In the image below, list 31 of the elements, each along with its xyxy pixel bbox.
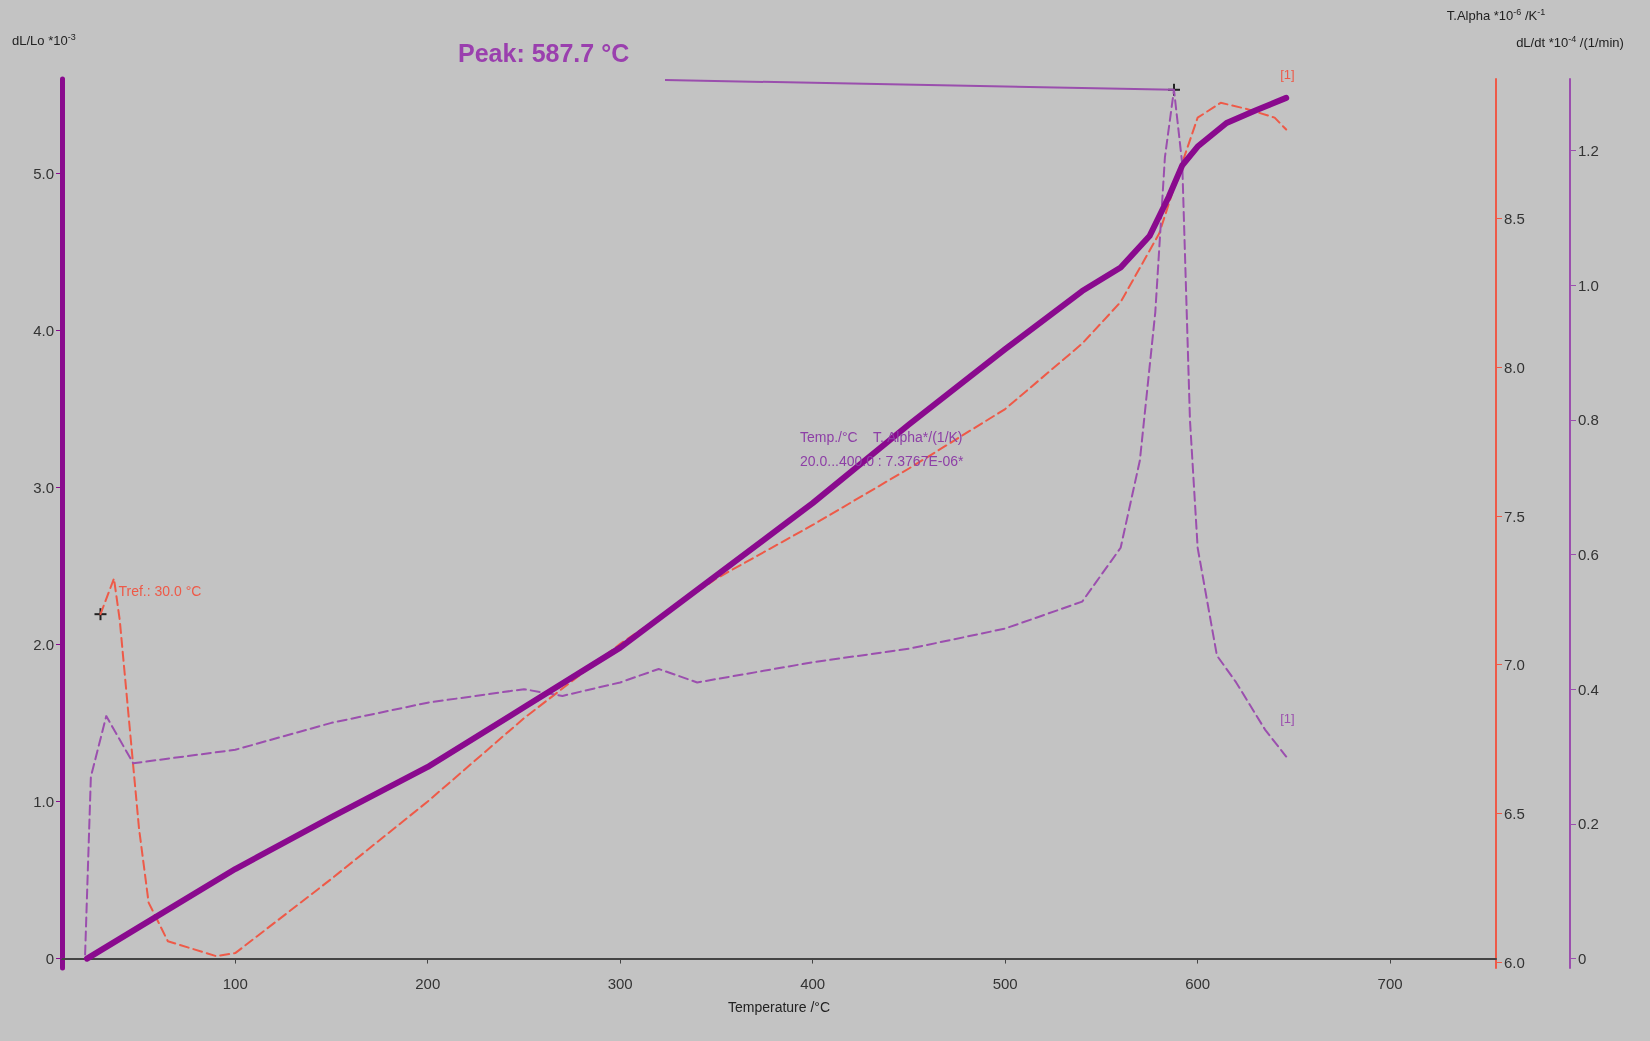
y3-tick-label: 1.0 — [1578, 276, 1599, 294]
y2-tick-label: 6.5 — [1504, 804, 1525, 822]
y-tick-label: 4.0 — [33, 321, 54, 339]
x-tick-label: 100 — [222, 975, 248, 992]
y3-tick-label: 1.2 — [1578, 141, 1599, 159]
y-tick-label: 3.0 — [33, 478, 54, 496]
y3-tick-label: 0.2 — [1578, 815, 1599, 833]
x-tick-label: 500 — [992, 975, 1018, 992]
y3-tick-label: 0.4 — [1578, 680, 1599, 698]
y-tick-label: 2.0 — [33, 635, 54, 653]
y2-tick-label: 7.5 — [1504, 507, 1525, 525]
y2-tick-label: 6.0 — [1504, 953, 1525, 971]
x-tick-label: 200 — [415, 975, 441, 992]
annotation: [1] — [1280, 710, 1295, 726]
x-tick-label: 300 — [607, 975, 633, 992]
y2-tick-label: 7.0 — [1504, 656, 1525, 674]
annotation: [1] — [1280, 66, 1295, 82]
x-tick-label: 400 — [800, 975, 826, 992]
y-tick-label: 1.0 — [33, 793, 54, 811]
x-tick-label: 600 — [1185, 975, 1211, 992]
y2-tick-label: 8.0 — [1504, 358, 1525, 376]
text: Peak: 587.7 °C — [458, 38, 630, 67]
y3-tick-label: 0 — [1578, 950, 1587, 968]
y-tick-label: 5.0 — [33, 164, 54, 182]
y3-tick-label: 0.8 — [1578, 411, 1599, 429]
x-axis-title: Temperature /°C — [727, 999, 831, 1015]
y-tick-label: 0 — [45, 950, 54, 968]
annotation: Tref.: 30.0 °C — [118, 583, 202, 600]
y3-tick-label: 0.6 — [1578, 545, 1599, 563]
y2-tick-label: 8.5 — [1504, 210, 1525, 228]
x-tick-label: 700 — [1377, 975, 1403, 992]
